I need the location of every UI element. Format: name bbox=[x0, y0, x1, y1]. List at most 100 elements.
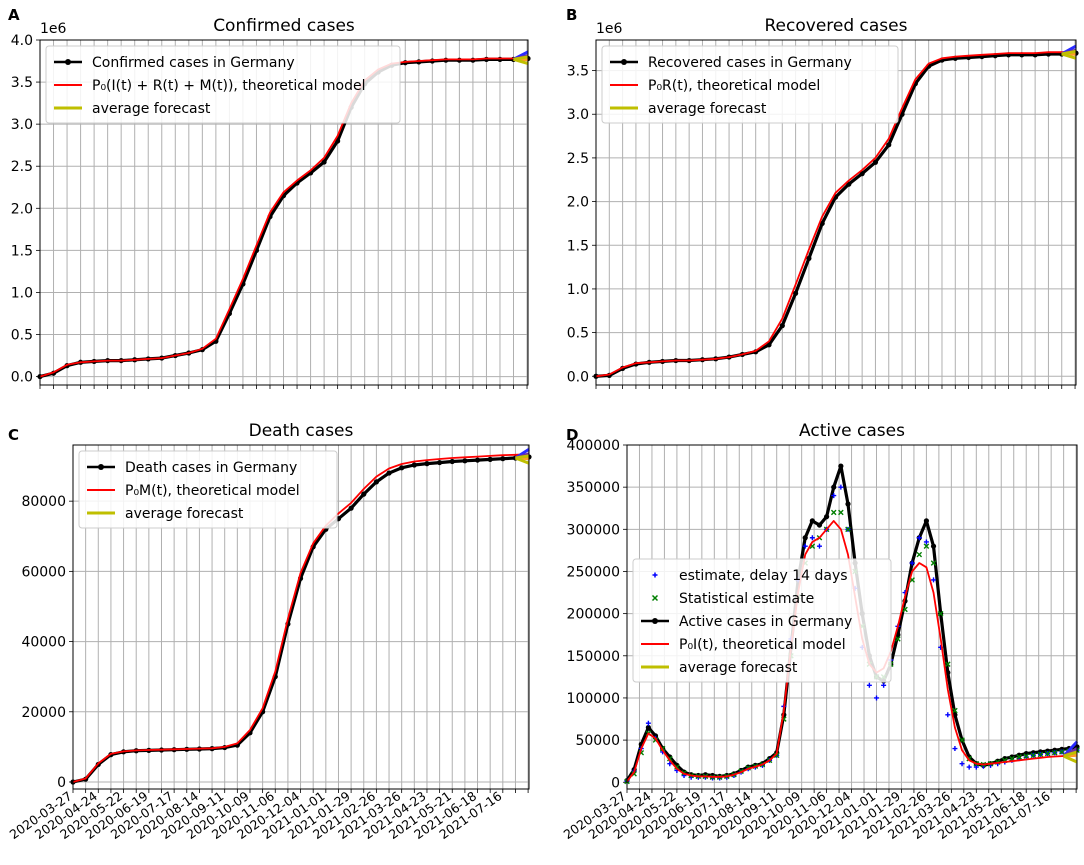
statistical-estimate-point bbox=[952, 707, 958, 714]
gridlines: 0.0 0.5 1.0 1.5 2.0 2.5 3.0 3.5 4.0 bbox=[11, 33, 528, 389]
panel-letter: D bbox=[566, 426, 578, 444]
average-forecast-line bbox=[1061, 49, 1077, 56]
delay-estimate-point bbox=[809, 535, 815, 541]
statistical-estimate-point bbox=[923, 543, 930, 549]
observed-point bbox=[411, 462, 417, 468]
legend-observed-marker bbox=[98, 464, 104, 470]
delay-estimate-point bbox=[645, 720, 651, 726]
delay-estimate-point bbox=[881, 682, 887, 688]
model-line bbox=[595, 50, 1077, 378]
statistical-estimate-point bbox=[830, 509, 837, 516]
statistical-estimate-point bbox=[959, 737, 965, 743]
legend-label: average forecast bbox=[648, 101, 767, 117]
delay-estimate-point bbox=[667, 761, 673, 767]
y-tick-label: 1.5 bbox=[567, 238, 589, 254]
axes-frame bbox=[39, 39, 529, 386]
legend-label: average forecast bbox=[679, 660, 798, 676]
legend: Recovered cases in Germany P₀R(t), theore… bbox=[601, 45, 899, 124]
legend: estimate, delay 14 days Statistical estim… bbox=[632, 558, 892, 683]
y-tick-label: 200000 bbox=[567, 607, 620, 623]
average-forecast-line bbox=[513, 55, 529, 61]
observed-point bbox=[321, 159, 327, 165]
legend-label: average forecast bbox=[92, 101, 211, 117]
legend-label: Confirmed cases in Germany bbox=[92, 55, 295, 71]
y-tick-label: 3.5 bbox=[11, 75, 33, 91]
legend-stat-swatch bbox=[651, 594, 659, 602]
y-tick-label: 3.0 bbox=[11, 117, 33, 133]
legend-label: P₀(I(t) + R(t) + M(t)), theoretical mode… bbox=[92, 78, 366, 94]
observed-point bbox=[838, 463, 844, 469]
observed-point bbox=[500, 456, 506, 462]
observed-point bbox=[872, 159, 879, 165]
statistical-estimate-point bbox=[1037, 751, 1044, 758]
axes-frame bbox=[595, 39, 1077, 386]
statistical-estimate-point bbox=[1030, 752, 1037, 759]
y-tick-label: 150000 bbox=[567, 649, 620, 665]
observed-point bbox=[386, 470, 392, 476]
observed-point bbox=[373, 479, 379, 485]
observed-point bbox=[824, 514, 830, 520]
delay-estimate-point bbox=[831, 493, 837, 499]
legend-label: P₀I(t), theoretical model bbox=[679, 637, 846, 653]
statistical-estimate-point bbox=[930, 560, 937, 566]
legend-delay-swatch bbox=[652, 572, 658, 578]
y-tick-label: 3.0 bbox=[567, 107, 589, 123]
y-tick-label: 1.0 bbox=[567, 282, 589, 298]
y-tick-label: 60000 bbox=[21, 564, 66, 580]
y-tick-label: 40000 bbox=[21, 635, 66, 651]
statistical-estimate-point bbox=[944, 661, 951, 668]
observed-point bbox=[886, 142, 892, 148]
observed-point bbox=[845, 501, 851, 507]
y-tick-label: 2.0 bbox=[567, 195, 589, 211]
y-tick-label: 100000 bbox=[567, 691, 620, 707]
statistical-estimate-point bbox=[1023, 753, 1030, 759]
y-tick-label: 80000 bbox=[21, 494, 66, 510]
legend-observed-marker bbox=[65, 59, 71, 65]
legend-label: Statistical estimate bbox=[679, 591, 814, 607]
y-tick-label: 0 bbox=[611, 775, 620, 791]
panel-B: B Recovered cases 1e6 0.0 0.5 1.0 1.5 2.0 2.5 3.0… bbox=[566, 6, 1079, 389]
observed-point bbox=[449, 458, 455, 465]
observed-point bbox=[806, 255, 812, 261]
y-tick-label: 400000 bbox=[567, 438, 620, 454]
observed-point bbox=[819, 220, 825, 227]
gridlines: 0 20000 40000 60000 80000 bbox=[21, 445, 529, 793]
statistical-estimate-point bbox=[773, 752, 780, 759]
panel-letter: A bbox=[8, 6, 20, 24]
statistical-estimate-point bbox=[1059, 749, 1065, 755]
delay-estimate-point bbox=[923, 539, 929, 545]
statistical-estimate-point bbox=[1016, 754, 1022, 760]
observed-point bbox=[348, 505, 354, 511]
legend-label: Recovered cases in Germany bbox=[648, 55, 852, 71]
delay-estimate-point bbox=[816, 543, 822, 549]
legend-label: P₀M(t), theoretical model bbox=[125, 483, 300, 499]
y-tick-label: 2.0 bbox=[11, 201, 33, 217]
y-tick-label: 350000 bbox=[567, 480, 620, 496]
y-offset-label: 1e6 bbox=[40, 21, 67, 37]
delay-estimate-point bbox=[959, 761, 965, 767]
y-tick-label: 2.5 bbox=[567, 151, 589, 167]
delay-estimate-point bbox=[874, 695, 880, 701]
y-tick-label: 3.5 bbox=[567, 64, 589, 80]
chart-title: Recovered cases bbox=[765, 16, 908, 36]
legend-box bbox=[601, 45, 899, 124]
chart-title: Active cases bbox=[799, 421, 905, 441]
y-tick-label: 0 bbox=[57, 775, 66, 791]
model-line bbox=[72, 453, 530, 783]
observed-point bbox=[793, 290, 799, 296]
observed-point bbox=[930, 543, 937, 549]
legend-label: average forecast bbox=[125, 506, 244, 522]
observed-point bbox=[923, 518, 930, 524]
chart-title: Death cases bbox=[249, 421, 354, 441]
statistical-estimate-point bbox=[895, 636, 901, 642]
legend-box bbox=[45, 45, 401, 124]
observed-point bbox=[809, 518, 815, 524]
statistical-estimate-point bbox=[937, 610, 944, 617]
delay-estimate-point bbox=[945, 712, 951, 718]
statistical-estimate-point bbox=[845, 526, 851, 533]
observed-point bbox=[816, 522, 823, 528]
delay-estimate-point bbox=[973, 764, 979, 770]
observed-point bbox=[361, 491, 367, 497]
observed-point bbox=[399, 465, 405, 471]
